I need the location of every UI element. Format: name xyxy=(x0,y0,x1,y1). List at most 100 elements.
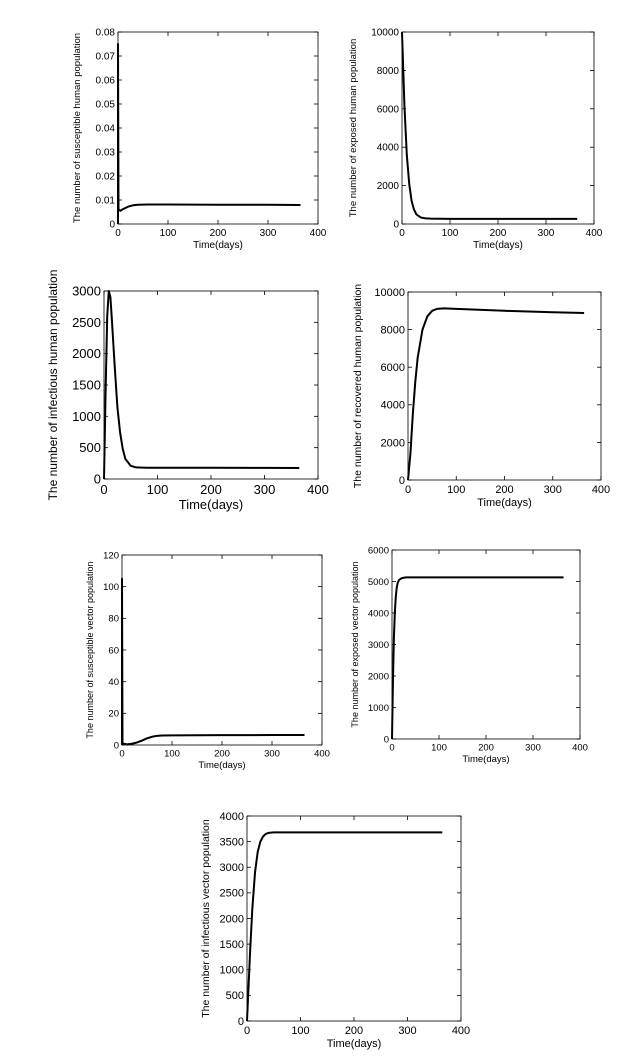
y-tick-label: 4000 xyxy=(381,400,405,412)
y-tick-label: 1000 xyxy=(220,965,244,977)
x-tick-label: 100 xyxy=(447,484,465,496)
y-tick-label: 6000 xyxy=(377,104,400,115)
y-axis-label: The number of susceptible human populati… xyxy=(72,33,83,223)
x-tick-label: 0 xyxy=(399,228,405,239)
y-tick-label: 4000 xyxy=(368,608,389,619)
x-tick-label: 100 xyxy=(291,1025,309,1037)
y-tick-label: 40 xyxy=(108,677,119,688)
y-tick-label: 3000 xyxy=(368,640,389,651)
x-tick-label: 100 xyxy=(147,482,169,497)
x-axis-label: Time(days) xyxy=(477,497,532,509)
x-tick-label: 100 xyxy=(442,228,459,239)
x-tick-label: 200 xyxy=(210,228,227,239)
y-tick-label: 0.08 xyxy=(96,28,116,39)
y-tick-label: 1000 xyxy=(72,409,101,424)
series-line xyxy=(407,307,585,481)
x-tick-label: 100 xyxy=(431,743,447,754)
x-tick-label: 400 xyxy=(307,482,329,497)
y-axis-label: The number of recovered human population xyxy=(352,284,364,488)
x-tick-label: 0 xyxy=(100,482,107,497)
series-line xyxy=(401,31,578,220)
y-tick-label: 0.02 xyxy=(96,172,116,183)
y-tick-label: 3000 xyxy=(72,284,101,299)
x-axis-label: Time(days) xyxy=(462,754,509,765)
y-tick-label: 0 xyxy=(384,734,389,745)
x-tick-label: 200 xyxy=(490,228,507,239)
y-tick-label: 2000 xyxy=(377,181,400,192)
y-tick-label: 80 xyxy=(108,614,119,625)
y-tick-label: 120 xyxy=(103,550,119,561)
x-tick-label: 100 xyxy=(160,228,177,239)
series-line xyxy=(117,43,301,224)
x-tick-label: 400 xyxy=(592,484,610,496)
y-tick-label: 0.03 xyxy=(96,148,116,159)
x-tick-label: 0 xyxy=(244,1025,250,1037)
y-tick-label: 2000 xyxy=(220,913,244,925)
x-tick-label: 200 xyxy=(345,1025,363,1037)
x-tick-label: 300 xyxy=(264,749,280,760)
y-tick-label: 8000 xyxy=(377,66,400,77)
y-tick-label: 100 xyxy=(103,582,119,593)
y-axis-label: The number of infectious vector populati… xyxy=(200,819,212,1018)
x-tick-label: 200 xyxy=(214,749,230,760)
x-axis-label: Time(days) xyxy=(193,240,243,251)
y-axis-label: The number of infectious human populatio… xyxy=(46,270,60,501)
y-tick-label: 4000 xyxy=(377,143,400,154)
y-tick-label: 5000 xyxy=(368,577,389,588)
x-tick-label: 300 xyxy=(254,482,276,497)
y-tick-label: 2000 xyxy=(381,437,405,449)
x-tick-label: 400 xyxy=(310,228,327,239)
x-tick-label: 400 xyxy=(572,743,588,754)
y-tick-label: 1000 xyxy=(368,703,389,714)
y-tick-label: 10000 xyxy=(374,287,405,299)
x-tick-label: 300 xyxy=(260,228,277,239)
y-tick-label: 0.07 xyxy=(96,52,116,63)
x-tick-label: 200 xyxy=(478,743,494,754)
x-tick-label: 400 xyxy=(452,1025,470,1037)
y-tick-label: 10000 xyxy=(371,28,399,39)
x-tick-label: 400 xyxy=(586,228,603,239)
y-tick-label: 2000 xyxy=(72,346,101,361)
x-tick-label: 200 xyxy=(200,482,222,497)
x-tick-label: 200 xyxy=(495,484,513,496)
x-tick-label: 300 xyxy=(398,1025,416,1037)
x-tick-label: 0 xyxy=(389,743,394,754)
series-line xyxy=(246,831,443,1022)
series-line xyxy=(391,576,564,740)
y-tick-label: 0.06 xyxy=(96,76,116,87)
y-tick-label: 0 xyxy=(399,475,405,487)
y-tick-label: 60 xyxy=(108,645,119,656)
y-tick-label: 20 xyxy=(108,709,119,720)
y-tick-label: 6000 xyxy=(381,362,405,374)
y-tick-label: 1500 xyxy=(220,939,244,951)
x-tick-label: 0 xyxy=(405,484,411,496)
y-tick-label: 1500 xyxy=(72,378,101,393)
y-tick-label: 0 xyxy=(94,472,101,487)
y-tick-label: 2000 xyxy=(368,671,389,682)
x-tick-label: 300 xyxy=(538,228,555,239)
x-tick-label: 400 xyxy=(314,749,330,760)
series-line xyxy=(121,577,305,746)
y-tick-label: 8000 xyxy=(381,324,405,336)
y-tick-label: 2500 xyxy=(220,888,244,900)
y-axis-label: The number of exposed vector population xyxy=(350,561,360,727)
x-tick-label: 100 xyxy=(164,749,180,760)
x-axis-label: Time(days) xyxy=(179,497,244,512)
y-tick-label: 2500 xyxy=(72,315,101,330)
y-tick-label: 0 xyxy=(393,220,399,231)
y-tick-label: 0 xyxy=(238,1016,244,1028)
x-axis-label: Time(days) xyxy=(473,240,523,251)
y-tick-label: 500 xyxy=(226,990,244,1002)
x-axis-label: Time(days) xyxy=(198,760,245,771)
